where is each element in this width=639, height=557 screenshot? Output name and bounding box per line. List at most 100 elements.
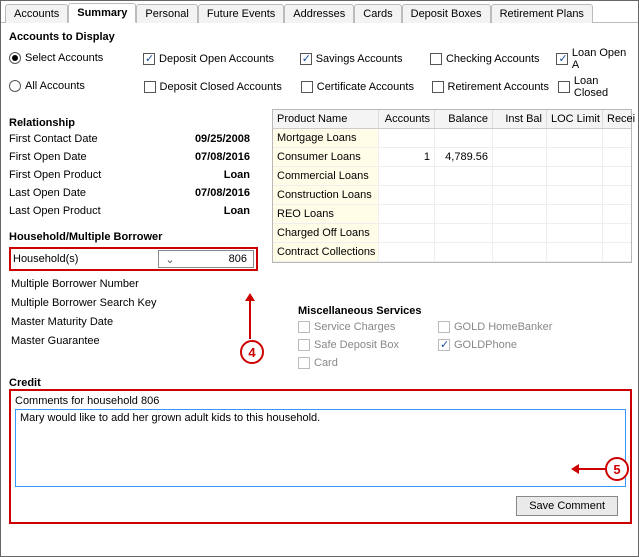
- check-icon: [556, 53, 567, 65]
- tab-cards[interactable]: Cards: [354, 4, 401, 23]
- check-label: GOLD HomeBanker: [454, 321, 552, 333]
- callout-marker-4: 4: [240, 340, 264, 364]
- th-product-name[interactable]: Product Name: [273, 110, 379, 128]
- td-product-name: Mortgage Loans: [273, 129, 379, 147]
- check-loan-closed[interactable]: Loan Closed: [558, 75, 632, 99]
- check-checking[interactable]: Checking Accounts: [430, 53, 551, 65]
- check-icon: [432, 81, 444, 93]
- check-deposit-closed[interactable]: Deposit Closed Accounts: [144, 81, 295, 93]
- td-inst-bal: [493, 224, 547, 242]
- check-label: Loan Closed: [574, 75, 632, 99]
- left-column: Relationship First Contact Date 09/25/20…: [9, 109, 258, 369]
- td-product-name: Consumer Loans: [273, 148, 379, 166]
- kv-first-open-product: First Open Product Loan: [9, 169, 258, 181]
- check-loan-open[interactable]: Loan Open A: [556, 47, 632, 71]
- check-label: Safe Deposit Box: [314, 339, 399, 351]
- tab-accounts[interactable]: Accounts: [5, 4, 68, 23]
- household-select[interactable]: ⌄ 806: [158, 250, 254, 268]
- check-certificate[interactable]: Certificate Accounts: [301, 81, 426, 93]
- td-recei: [603, 243, 631, 261]
- td-recei: [603, 205, 631, 223]
- kv-label: First Contact Date: [9, 133, 139, 145]
- accounts-display-row2: All Accounts Deposit Closed Accounts Cer…: [9, 75, 632, 99]
- callout-marker-5: 5: [605, 457, 629, 481]
- check-label: Loan Open A: [572, 47, 632, 71]
- td-product-name: Contract Collections: [273, 243, 379, 261]
- td-inst-bal: [493, 129, 547, 147]
- relationship-title: Relationship: [9, 117, 258, 129]
- check-label: Certificate Accounts: [317, 81, 414, 93]
- credit-section: Credit Comments for household 806 Save C…: [9, 377, 632, 524]
- kv-label: First Open Product: [9, 169, 139, 181]
- td-product-name: Commercial Loans: [273, 167, 379, 185]
- check-label: Card: [314, 357, 338, 369]
- td-accounts: [379, 167, 435, 185]
- table-row[interactable]: REO Loans: [273, 205, 631, 224]
- td-balance: 4,789.56: [435, 148, 493, 166]
- td-accounts: 1: [379, 148, 435, 166]
- radio-all-accounts[interactable]: All Accounts: [9, 80, 85, 92]
- tab-retirement-plans[interactable]: Retirement Plans: [491, 4, 593, 23]
- td-loc-limit: [547, 224, 603, 242]
- th-inst-bal[interactable]: Inst Bal: [493, 110, 547, 128]
- td-recei: [603, 129, 631, 147]
- table-row[interactable]: Charged Off Loans: [273, 224, 631, 243]
- table-row[interactable]: Mortgage Loans: [273, 129, 631, 148]
- td-loc-limit: [547, 243, 603, 261]
- check-label: Savings Accounts: [316, 53, 403, 65]
- check-icon: [438, 339, 450, 351]
- kv-first-contact: First Contact Date 09/25/2008: [9, 133, 258, 145]
- check-icon: [301, 81, 313, 93]
- th-loc-limit[interactable]: LOC Limit: [547, 110, 603, 128]
- td-accounts: [379, 205, 435, 223]
- kv-label: Last Open Date: [9, 187, 139, 199]
- th-accounts[interactable]: Accounts: [379, 110, 435, 128]
- check-label: Service Charges: [314, 321, 395, 333]
- td-inst-bal: [493, 148, 547, 166]
- check-label: Deposit Open Accounts: [159, 53, 274, 65]
- td-balance: [435, 243, 493, 261]
- accounts-display-title: Accounts to Display: [9, 31, 632, 43]
- check-icon: [298, 357, 310, 369]
- tab-addresses[interactable]: Addresses: [284, 4, 354, 23]
- td-balance: [435, 205, 493, 223]
- check-label: Retirement Accounts: [448, 81, 550, 93]
- td-loc-limit: [547, 148, 603, 166]
- check-retirement[interactable]: Retirement Accounts: [432, 81, 553, 93]
- check-icon: [298, 339, 310, 351]
- check-icon: [144, 81, 156, 93]
- table-row[interactable]: Commercial Loans: [273, 167, 631, 186]
- content-area: Accounts to Display Select Accounts Depo…: [1, 23, 638, 530]
- td-inst-bal: [493, 205, 547, 223]
- check-savings[interactable]: Savings Accounts: [300, 53, 424, 65]
- hh-item-mmd: Master Maturity Date: [11, 316, 258, 328]
- comments-box: Comments for household 806 Save Comment: [9, 389, 632, 524]
- misc-check: GOLDPhone: [438, 339, 578, 351]
- check-deposit-open[interactable]: Deposit Open Accounts: [143, 53, 294, 65]
- check-label: GOLDPhone: [454, 339, 517, 351]
- tab-deposit-boxes[interactable]: Deposit Boxes: [402, 4, 491, 23]
- table-row[interactable]: Consumer Loans14,789.56: [273, 148, 631, 167]
- tab-future-events[interactable]: Future Events: [198, 4, 284, 23]
- kv-last-open-date: Last Open Date 07/08/2016: [9, 187, 258, 199]
- td-product-name: Charged Off Loans: [273, 224, 379, 242]
- td-loc-limit: [547, 205, 603, 223]
- th-recei[interactable]: Recei: [603, 110, 631, 128]
- check-icon: [558, 81, 569, 93]
- misc-grid: Service Charges GOLD HomeBanker Safe Depos…: [298, 321, 632, 369]
- product-table: Product Name Accounts Balance Inst Bal L…: [272, 109, 632, 263]
- radio-label: All Accounts: [25, 80, 85, 92]
- save-comment-button[interactable]: Save Comment: [516, 496, 618, 516]
- table-row[interactable]: Contract Collections: [273, 243, 631, 262]
- comments-textarea[interactable]: [15, 409, 626, 487]
- th-balance[interactable]: Balance: [435, 110, 493, 128]
- td-recei: [603, 186, 631, 204]
- tab-personal[interactable]: Personal: [136, 4, 197, 23]
- tab-summary[interactable]: Summary: [68, 3, 136, 23]
- td-inst-bal: [493, 186, 547, 204]
- household-title: Household/Multiple Borrower: [9, 231, 258, 243]
- td-loc-limit: [547, 167, 603, 185]
- td-balance: [435, 129, 493, 147]
- radio-select-accounts[interactable]: Select Accounts: [9, 52, 103, 64]
- table-row[interactable]: Construction Loans: [273, 186, 631, 205]
